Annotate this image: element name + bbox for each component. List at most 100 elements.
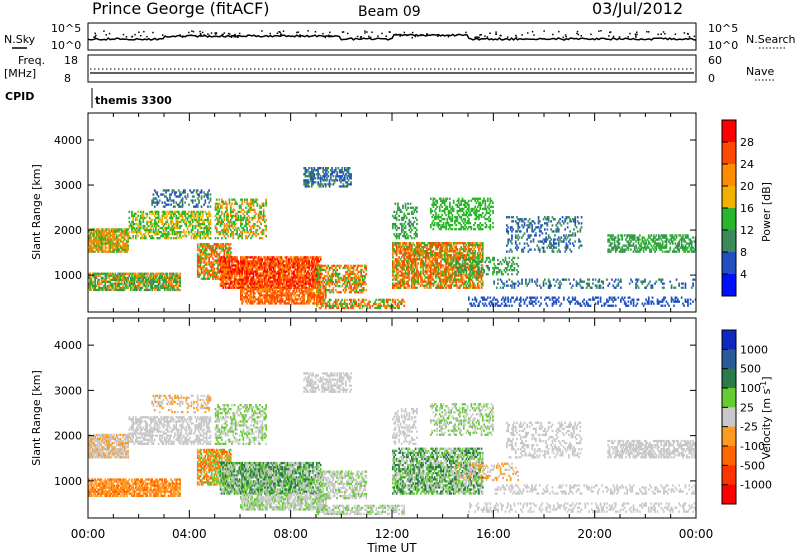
echo-cell [235,285,237,287]
echo-cell [162,202,164,204]
echo-cell [255,201,257,203]
echo-cell [232,231,234,233]
echo-cell [126,251,128,253]
echo-cell [168,189,170,191]
echo-cell [148,233,150,235]
echo-cell [409,270,411,272]
echo-cell [297,272,299,274]
echo-cell [145,277,147,279]
echo-cell [246,229,248,231]
echo-cell [102,289,104,291]
echo-cell [192,227,194,229]
echo-cell [428,262,430,264]
echo-cell [327,167,329,169]
echo-cell [396,244,398,246]
echo-cell [159,217,161,219]
echo-cell [159,289,161,291]
echo-cell [319,279,321,281]
echo-cell [253,294,255,296]
echo-cell [137,235,139,237]
echo-cell [220,251,222,253]
echo-cell [146,275,148,277]
echo-cell [349,275,351,277]
echo-cell [352,303,354,305]
echo-cell [89,234,91,236]
echo-cell [346,177,348,179]
echo-cell [150,229,152,231]
echo-cell [428,268,430,270]
echo-cell [344,283,346,285]
echo-cell [281,256,283,258]
date-title: 03/Jul/2012 [592,0,683,18]
echo-cell [405,270,407,272]
echo-cell [259,227,261,229]
echo-cell [396,254,398,256]
nsearch-point [307,30,309,32]
echo-cell [187,229,189,231]
echo-cell [282,262,284,264]
echo-cell [141,235,143,237]
echo-cell [320,289,322,291]
echo-cell [235,201,237,203]
echo-cell [235,215,237,217]
echo-cell [350,285,352,287]
echo-cell [154,206,156,208]
nsearch-point [543,30,545,32]
echo-cell [98,281,100,283]
echo-cell [106,277,108,279]
echo-cell [105,245,107,247]
echo-cell [197,245,199,247]
nsearch-point [361,36,363,38]
echo-cell [329,179,331,181]
echo-cell [420,274,422,276]
echo-cell [255,266,257,268]
echo-cell [231,203,233,205]
echo-cell [403,256,405,258]
echo-cell [277,298,279,300]
echo-cell [344,281,346,283]
echo-cell [208,257,210,259]
echo-cell [263,231,265,233]
echo-cell [231,266,233,268]
echo-cell [397,285,399,287]
echo-cell [405,274,407,276]
echo-cell [246,227,248,229]
echo-cell [177,273,179,275]
echo-cell [284,300,286,302]
echo-cell [150,221,152,223]
echo-cell [167,275,169,277]
echo-cell [274,270,276,272]
freq-tick-bottom: 8 [64,72,71,85]
echo-cell [298,290,300,292]
echo-cell [354,277,356,279]
echo-cell [348,179,350,181]
echo-cell [321,281,323,283]
echo-cell [325,307,327,309]
echo-cell [403,279,405,281]
echo-cell [264,302,266,304]
echo-cell [355,279,357,281]
echo-cell [289,288,291,290]
echo-cell [278,296,280,298]
echo-cell [352,279,354,281]
echo-cell [362,277,364,279]
echo-cell [241,272,243,274]
echo-cell [154,219,156,221]
echo-cell [392,256,394,258]
echo-cell [339,179,341,181]
echo-cell [339,285,341,287]
echo-cell [267,283,269,285]
echo-cell [162,227,164,229]
echo-cell [359,281,361,283]
echo-cell [110,236,112,238]
echo-cell [308,266,310,268]
echo-cell [265,227,267,229]
echo-cell [305,288,307,290]
echo-cell [183,221,185,223]
echo-cell [344,291,346,293]
echo-cell [200,235,202,237]
echo-cell [96,236,98,238]
echo-cell [240,205,242,207]
echo-cell [127,249,129,251]
echo-cell [287,256,289,258]
